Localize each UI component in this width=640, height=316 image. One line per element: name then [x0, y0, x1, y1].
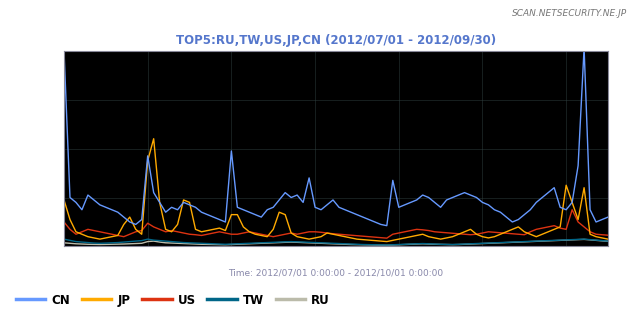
TW — [60, 237, 68, 241]
Legend: CN, JP, US, TW, RU: CN, JP, US, TW, RU — [12, 290, 333, 310]
Text: SCAN.NETSECURITY.NE.JP: SCAN.NETSECURITY.NE.JP — [512, 9, 627, 18]
US — [568, 208, 576, 212]
RU — [389, 243, 397, 247]
JP — [502, 230, 510, 234]
US — [604, 233, 612, 237]
RU — [467, 242, 474, 246]
RU — [502, 241, 510, 245]
Line: CN: CN — [64, 48, 608, 226]
CN — [580, 46, 588, 50]
Title: TOP5:RU,TW,US,JP,CN (2012/07/01 - 2012/09/30): TOP5:RU,TW,US,JP,CN (2012/07/01 - 2012/0… — [176, 33, 496, 47]
RU — [604, 240, 612, 243]
RU — [580, 238, 588, 241]
CN — [467, 193, 474, 197]
US — [520, 233, 528, 237]
CN — [389, 179, 397, 182]
Line: US: US — [64, 210, 608, 238]
TW — [604, 239, 612, 243]
US — [60, 220, 68, 224]
CN — [383, 224, 390, 228]
TW — [389, 243, 397, 247]
TW — [502, 240, 510, 244]
US — [491, 230, 499, 234]
TW — [383, 243, 390, 247]
Line: RU: RU — [64, 240, 608, 245]
JP — [604, 237, 612, 241]
RU — [383, 243, 390, 247]
US — [383, 236, 390, 240]
JP — [473, 232, 481, 236]
JP — [383, 240, 390, 244]
CN — [60, 49, 68, 52]
TW — [491, 241, 499, 245]
RU — [60, 241, 68, 245]
CN — [502, 215, 510, 219]
RU — [497, 241, 504, 245]
US — [389, 232, 397, 236]
US — [497, 231, 504, 235]
JP — [150, 137, 157, 141]
Y-axis label: Scan count/day: Scan count/day — [15, 108, 25, 189]
RU — [520, 240, 528, 244]
X-axis label: Time: 2012/07/01 0:00:00 - 2012/10/01 0:00:00: Time: 2012/07/01 0:00:00 - 2012/10/01 0:… — [228, 269, 444, 278]
TW — [467, 242, 474, 246]
JP — [527, 232, 534, 236]
CN — [604, 215, 612, 219]
CN — [497, 210, 504, 214]
CN — [491, 208, 499, 212]
US — [502, 231, 510, 235]
JP — [497, 232, 504, 236]
CN — [520, 213, 528, 216]
Line: TW: TW — [64, 239, 608, 245]
RU — [491, 241, 499, 245]
JP — [60, 198, 68, 202]
TW — [520, 240, 528, 244]
JP — [395, 237, 403, 241]
JP — [509, 228, 516, 231]
US — [467, 233, 474, 237]
TW — [497, 241, 504, 245]
Line: JP: JP — [64, 139, 608, 242]
